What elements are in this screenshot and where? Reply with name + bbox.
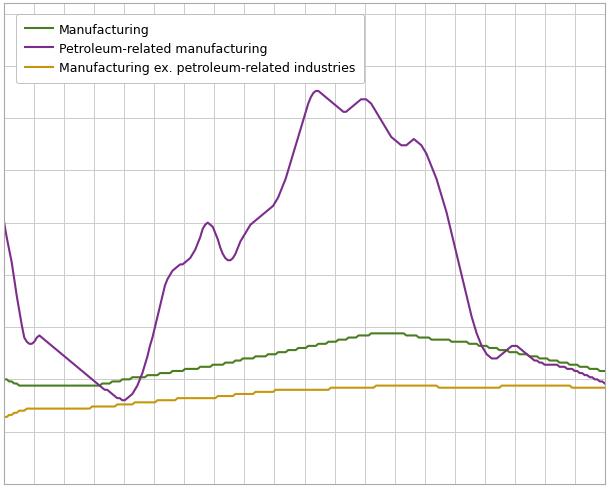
Manufacturing ex. petroleum-related industries [41, 406, 48, 412]
Line: Petroleum-related manufacturing: Petroleum-related manufacturing [4, 92, 605, 401]
Manufacturing [601, 368, 608, 374]
Manufacturing ex. petroleum-related industries [26, 406, 33, 412]
Petroleum-related manufacturing [312, 89, 320, 95]
Manufacturing [43, 383, 51, 389]
Petroleum-related manufacturing [96, 383, 104, 389]
Manufacturing ex. petroleum-related industries [96, 404, 104, 409]
Manufacturing ex. petroleum-related industries [373, 383, 380, 389]
Petroleum-related manufacturing [26, 341, 33, 347]
Manufacturing [99, 381, 106, 386]
Manufacturing ex. petroleum-related industries [1, 414, 8, 420]
Line: Manufacturing: Manufacturing [4, 334, 605, 386]
Manufacturing [1, 377, 8, 383]
Line: Manufacturing ex. petroleum-related industries: Manufacturing ex. petroleum-related indu… [4, 386, 605, 417]
Petroleum-related manufacturing [601, 381, 608, 386]
Manufacturing ex. petroleum-related industries [561, 383, 568, 389]
Petroleum-related manufacturing [206, 223, 214, 228]
Manufacturing ex. petroleum-related industries [400, 383, 407, 389]
Manufacturing [16, 383, 23, 389]
Manufacturing [28, 383, 35, 389]
Petroleum-related manufacturing [403, 143, 410, 149]
Manufacturing [367, 331, 375, 337]
Manufacturing ex. petroleum-related industries [204, 395, 211, 401]
Manufacturing [206, 364, 214, 370]
Petroleum-related manufacturing [41, 337, 48, 343]
Petroleum-related manufacturing [1, 220, 8, 226]
Manufacturing [403, 333, 410, 339]
Petroleum-related manufacturing [563, 366, 571, 372]
Petroleum-related manufacturing [119, 398, 126, 404]
Legend: Manufacturing, Petroleum-related manufacturing, Manufacturing ex. petroleum-rela: Manufacturing, Petroleum-related manufac… [16, 15, 364, 84]
Manufacturing [563, 360, 571, 366]
Manufacturing ex. petroleum-related industries [601, 385, 608, 391]
